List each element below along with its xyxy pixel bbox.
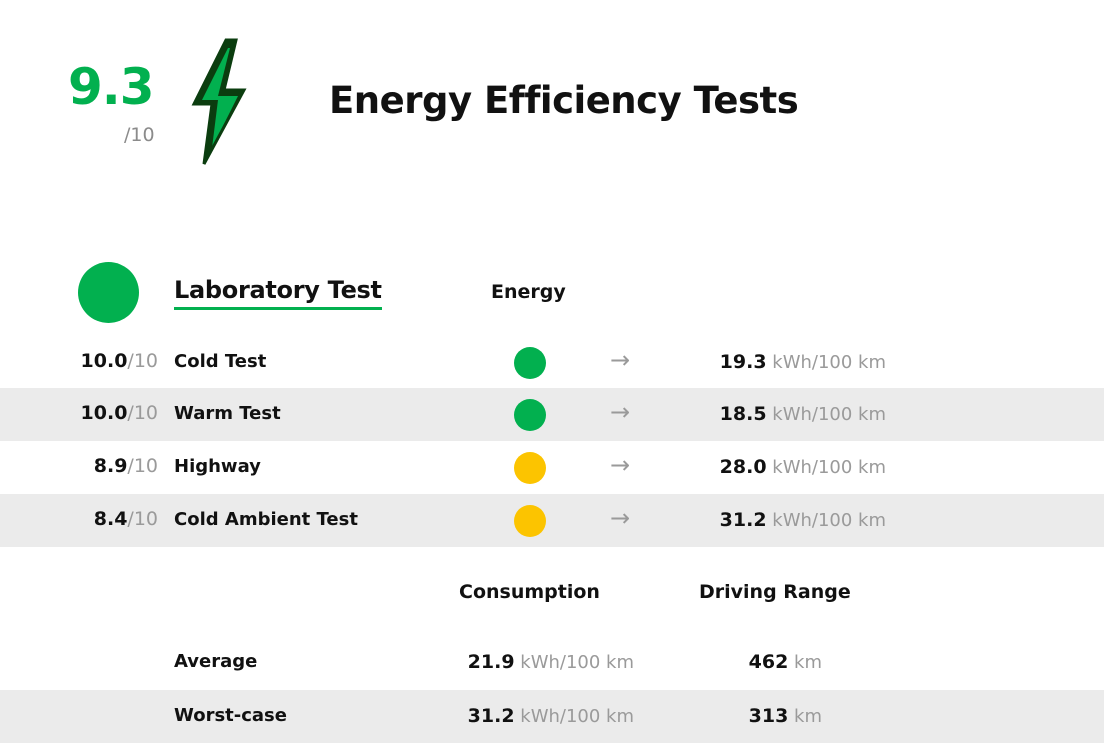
lab-row-highway: 8.9/10 Highway → 28.0 kWh/100 km xyxy=(0,441,1104,494)
status-dot-yellow xyxy=(514,505,546,537)
row-energy-value: 28.0 kWh/100 km xyxy=(719,456,886,478)
row-energy-value: 18.5 kWh/100 km xyxy=(719,403,886,425)
summary-label: Average xyxy=(174,651,258,672)
summary-row-average: Average 21.9 kWh/100 km 462 km xyxy=(0,636,1104,689)
row-score: 10.0/10 xyxy=(80,402,158,424)
overall-score: 9.3 xyxy=(68,58,155,116)
arrow-right-icon: → xyxy=(610,398,631,426)
row-energy-value: 31.2 kWh/100 km xyxy=(719,509,886,531)
row-name: Cold Ambient Test xyxy=(174,509,358,530)
consumption-column-header: Consumption xyxy=(459,581,600,603)
lab-status-dot xyxy=(78,262,139,323)
lab-row-cold-ambient-test: 8.4/10 Cold Ambient Test → 31.2 kWh/100 … xyxy=(0,494,1104,547)
page-title: Energy Efficiency Tests xyxy=(329,79,799,122)
summary-consumption-value: 21.9 kWh/100 km xyxy=(467,651,634,673)
lab-section-title: Laboratory Test xyxy=(174,278,382,310)
energy-column-header: Energy xyxy=(491,281,566,303)
row-name: Highway xyxy=(174,456,261,477)
row-energy-value: 19.3 kWh/100 km xyxy=(719,351,886,373)
summary-label: Worst-case xyxy=(174,705,287,726)
status-dot-green xyxy=(514,399,546,431)
row-name: Warm Test xyxy=(174,403,281,424)
row-score: 8.4/10 xyxy=(93,508,158,530)
arrow-right-icon: → xyxy=(610,346,631,374)
summary-range-value: 462 km xyxy=(748,651,822,673)
lightning-bolt-icon xyxy=(191,38,247,165)
summary-row-worst-case: Worst-case 31.2 kWh/100 km 313 km xyxy=(0,690,1104,743)
overall-score-max: /10 xyxy=(124,124,155,146)
summary-range-value: 313 km xyxy=(748,705,822,727)
status-dot-yellow xyxy=(514,452,546,484)
summary-consumption-value: 31.2 kWh/100 km xyxy=(467,705,634,727)
arrow-right-icon: → xyxy=(610,504,631,532)
row-score: 8.9/10 xyxy=(93,455,158,477)
row-name: Cold Test xyxy=(174,351,267,372)
row-score: 10.0/10 xyxy=(80,350,158,372)
arrow-right-icon: → xyxy=(610,451,631,479)
driving-range-column-header: Driving Range xyxy=(699,581,851,603)
lab-row-cold-test: 10.0/10 Cold Test → 19.3 kWh/100 km xyxy=(0,336,1104,389)
status-dot-green xyxy=(514,347,546,379)
lab-row-warm-test: 10.0/10 Warm Test → 18.5 kWh/100 km xyxy=(0,388,1104,441)
